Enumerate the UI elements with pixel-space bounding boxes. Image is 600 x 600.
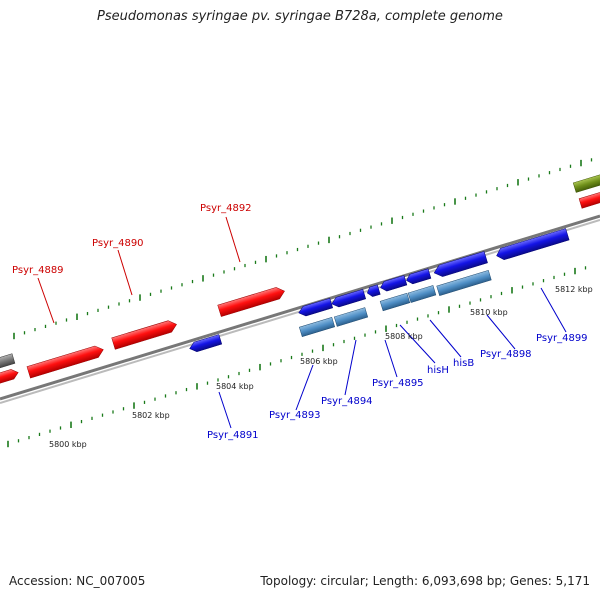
label-leaders <box>37 216 567 429</box>
upper-tick-track <box>13 158 593 340</box>
gene-arrow-psyr-4891[interactable] <box>188 334 223 354</box>
gene-arrow-psyr-4895[interactable] <box>379 292 411 312</box>
gene-arrow[interactable] <box>578 189 600 209</box>
gene-label-hish[interactable]: hisH <box>427 365 449 376</box>
scale-label: 5810 kbp <box>470 308 508 317</box>
gene-arrow-psyr-4894[interactable] <box>333 307 369 327</box>
minus-gene-labels: Psyr_4891 Psyr_4893 Psyr_4894 Psyr_4895 … <box>207 333 588 441</box>
gene-label-psyr-4893[interactable]: Psyr_4893 <box>269 410 321 421</box>
scale-label: 5804 kbp <box>216 382 254 391</box>
lower-tick-track <box>7 266 587 448</box>
genome-title: Pseudomonas syringae pv. syringae B728a,… <box>97 9 503 24</box>
scale-label: 5806 kbp <box>300 357 338 366</box>
plus-strand-genes <box>0 172 600 389</box>
plus-gene-labels: Psyr_4889 Psyr_4890 Psyr_4892 <box>12 203 252 276</box>
minus-strand-genes <box>188 228 570 354</box>
gene-arrow-psyr-4889[interactable] <box>26 344 105 379</box>
gene-arrow[interactable] <box>330 288 367 308</box>
gene-label-psyr-4892[interactable]: Psyr_4892 <box>200 203 252 214</box>
gene-arrow-hish[interactable] <box>407 285 437 303</box>
gene-arrow-psyr-4892[interactable] <box>217 285 287 317</box>
scale-label: 5812 kbp <box>555 285 593 294</box>
gene-label-psyr-4899[interactable]: Psyr_4899 <box>536 333 588 344</box>
scale-label: 5800 kbp <box>49 440 87 449</box>
gene-arrow[interactable] <box>405 268 432 286</box>
gene-arrow-gray[interactable] <box>0 353 16 371</box>
gene-label-hisb[interactable]: hisB <box>453 358 474 369</box>
gene-arrow[interactable] <box>297 297 334 317</box>
gene-label-psyr-4895[interactable]: Psyr_4895 <box>372 378 424 389</box>
gene-arrow-hisb[interactable] <box>436 270 492 296</box>
gene-arrow-psyr-4893[interactable] <box>298 316 336 338</box>
gene-arrow[interactable] <box>366 284 381 298</box>
genome-summary-text: Topology: circular; Length: 6,093,698 bp… <box>260 574 590 588</box>
gene-arrow-psyr-4890[interactable] <box>111 319 179 350</box>
gene-label-psyr-4898[interactable]: Psyr_4898 <box>480 349 532 360</box>
gene-label-psyr-4889[interactable]: Psyr_4889 <box>12 265 64 276</box>
gene-label-psyr-4890[interactable]: Psyr_4890 <box>92 238 144 249</box>
gene-label-psyr-4894[interactable]: Psyr_4894 <box>321 396 373 407</box>
scale-label: 5808 kbp <box>385 332 423 341</box>
scale-labels: 5800 kbp 5802 kbp 5804 kbp 5806 kbp 5808… <box>49 285 593 449</box>
gene-arrow[interactable] <box>432 251 488 278</box>
genome-backbone <box>0 214 600 401</box>
gene-arrow[interactable] <box>0 368 20 389</box>
gene-arrow-psyr-4899[interactable] <box>495 228 570 262</box>
gene-arrow-olive[interactable] <box>572 172 600 193</box>
gene-label-psyr-4891[interactable]: Psyr_4891 <box>207 430 259 441</box>
scale-label: 5802 kbp <box>132 411 170 420</box>
gene-arrow[interactable] <box>379 275 408 292</box>
accession-text: Accession: NC_007005 <box>9 574 146 588</box>
